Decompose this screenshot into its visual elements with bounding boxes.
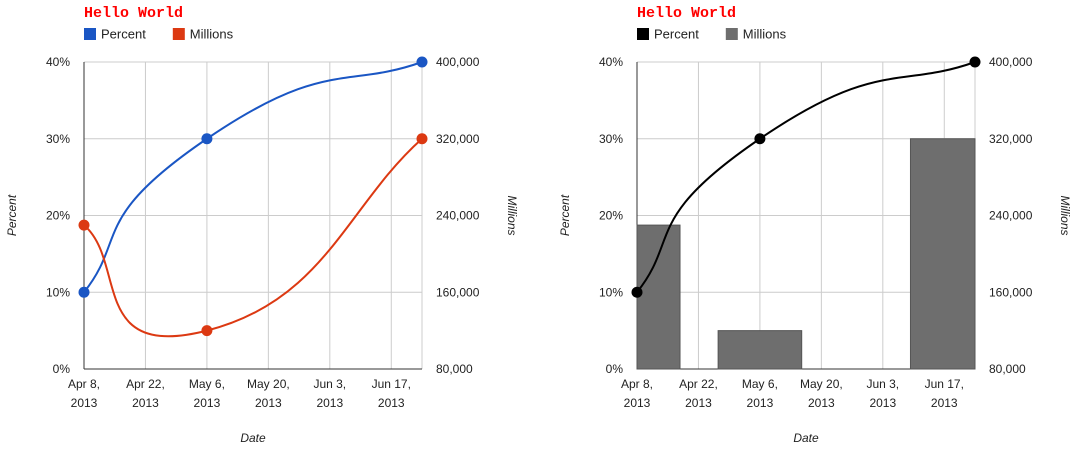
legend-label-millions: Millions xyxy=(190,27,234,42)
x-tick-label-year: 2013 xyxy=(747,396,774,410)
x-tick-label: May 6, xyxy=(189,377,225,391)
y-left-axis-label: Percent xyxy=(558,194,572,236)
chart-1: Hello World Percent Millions 0% 10% 20% 30% 40%… xyxy=(5,5,519,445)
x-tick-label: Apr 22, xyxy=(126,377,165,391)
point-millions xyxy=(416,133,428,145)
bar-millions xyxy=(636,224,681,370)
y-right-tick-label: 320,000 xyxy=(989,132,1033,146)
y-left-tick-label: 10% xyxy=(599,285,623,299)
y-right-tick-label: 160,000 xyxy=(989,285,1033,299)
y-left-axis-label: Percent xyxy=(5,194,19,236)
x-tick-label: Jun 17, xyxy=(925,377,964,391)
point-percent xyxy=(201,133,213,145)
y-left-tick-label: 10% xyxy=(46,285,70,299)
legend: Percent Millions xyxy=(637,27,787,42)
legend-swatch-millions xyxy=(725,28,738,40)
x-tick-label: Jun 3, xyxy=(866,377,899,391)
y-left-tick-label: 40% xyxy=(46,55,70,69)
y-right-tick-label: 80,000 xyxy=(989,362,1026,376)
x-tick-label: Jun 17, xyxy=(372,377,411,391)
bar-millions xyxy=(717,330,803,370)
point-percent xyxy=(969,56,981,68)
x-tick-label-year: 2013 xyxy=(316,396,343,410)
y-left-tick-label: 20% xyxy=(599,209,623,223)
legend-label-percent: Percent xyxy=(101,27,146,42)
x-tick-label-year: 2013 xyxy=(624,396,651,410)
chart-title: Hello World xyxy=(637,5,736,22)
chart-title: Hello World xyxy=(84,5,183,22)
x-axis-label: Date xyxy=(793,431,819,445)
x-tick-label-year: 2013 xyxy=(685,396,712,410)
y-left-tick-label: 30% xyxy=(46,132,70,146)
x-tick-label: May 20, xyxy=(247,377,290,391)
y-left-tick-label: 30% xyxy=(599,132,623,146)
legend: Percent Millions xyxy=(84,27,234,42)
point-millions xyxy=(78,219,90,231)
y-left-tick-label: 0% xyxy=(606,362,624,376)
x-tick-label-year: 2013 xyxy=(869,396,896,410)
x-tick-label: May 20, xyxy=(800,377,843,391)
y-right-tick-label: 160,000 xyxy=(436,285,480,299)
y-right-tick-label: 320,000 xyxy=(436,132,480,146)
y-right-tick-label: 80,000 xyxy=(436,362,473,376)
y-right-axis-label: Millions xyxy=(1058,195,1072,235)
x-tick-label-year: 2013 xyxy=(132,396,159,410)
chart-2: Hello World Percent Millions 0% 10% 20% 30% 40%… xyxy=(558,5,1072,445)
x-tick-label-year: 2013 xyxy=(194,396,221,410)
legend-swatch-millions xyxy=(172,28,185,40)
x-axis-label: Date xyxy=(240,431,266,445)
x-tick-label: May 6, xyxy=(742,377,778,391)
legend-label-millions: Millions xyxy=(743,27,787,42)
y-right-tick-label: 240,000 xyxy=(436,209,480,223)
x-tick-label-year: 2013 xyxy=(808,396,835,410)
y-left-tick-label: 20% xyxy=(46,209,70,223)
legend-swatch-percent xyxy=(84,28,96,40)
x-tick-label-year: 2013 xyxy=(378,396,405,410)
y-left-tick-label: 40% xyxy=(599,55,623,69)
x-tick-label: Apr 22, xyxy=(679,377,718,391)
bar-millions xyxy=(909,138,976,370)
series-line-percent xyxy=(83,61,423,293)
point-millions xyxy=(201,325,213,337)
y-left-tick-label: 0% xyxy=(53,362,71,376)
y-right-tick-label: 240,000 xyxy=(989,209,1033,223)
x-tick-label-year: 2013 xyxy=(255,396,282,410)
point-percent xyxy=(416,56,428,68)
x-tick-label: Apr 8, xyxy=(68,377,100,391)
legend-swatch-percent xyxy=(637,28,649,40)
point-percent xyxy=(78,286,90,298)
x-tick-label: Jun 3, xyxy=(313,377,346,391)
point-percent xyxy=(754,133,766,145)
y-right-axis-label: Millions xyxy=(505,195,519,235)
point-percent xyxy=(631,286,643,298)
legend-label-percent: Percent xyxy=(654,27,699,42)
x-tick-label-year: 2013 xyxy=(71,396,98,410)
series-line-millions xyxy=(83,138,423,338)
y-right-tick-label: 400,000 xyxy=(436,55,480,69)
x-tick-label-year: 2013 xyxy=(931,396,958,410)
y-right-tick-label: 400,000 xyxy=(989,55,1033,69)
x-tick-label: Apr 8, xyxy=(621,377,653,391)
